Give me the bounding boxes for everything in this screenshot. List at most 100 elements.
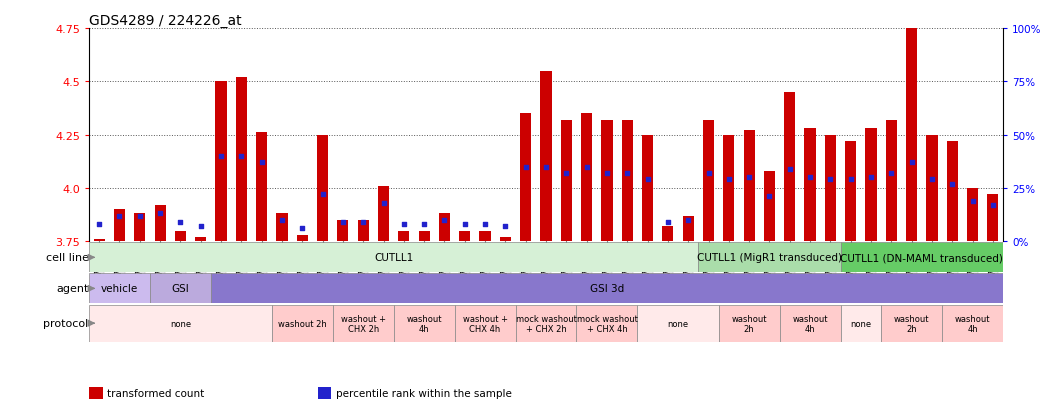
Bar: [638, 305, 718, 342]
Text: GSI 3d: GSI 3d: [589, 284, 624, 294]
Bar: [622, 120, 632, 242]
Text: none: none: [170, 319, 191, 328]
Text: washout +
CHX 4h: washout + CHX 4h: [463, 314, 508, 333]
Bar: [577, 305, 638, 342]
Point: [822, 177, 839, 183]
Text: GSI: GSI: [172, 284, 190, 294]
Bar: [780, 305, 841, 342]
Text: cell line: cell line: [46, 253, 89, 263]
Point: [863, 175, 879, 181]
Text: mock washout
+ CHX 2h: mock washout + CHX 2h: [515, 314, 577, 333]
Point: [842, 177, 859, 183]
Bar: [642, 135, 653, 242]
Point: [334, 219, 351, 226]
Bar: [114, 210, 125, 242]
Bar: [236, 78, 247, 242]
Bar: [155, 205, 165, 242]
Bar: [743, 131, 755, 242]
Point: [111, 213, 128, 219]
Point: [984, 202, 1001, 209]
Bar: [581, 114, 593, 242]
Point: [599, 170, 616, 177]
Bar: [333, 305, 394, 342]
Bar: [601, 120, 612, 242]
Bar: [987, 195, 999, 242]
Point: [781, 166, 798, 173]
Point: [152, 211, 169, 217]
Text: washout
4h: washout 4h: [955, 314, 990, 333]
Bar: [210, 274, 1003, 304]
Text: washout 2h: washout 2h: [277, 319, 327, 328]
Text: washout
4h: washout 4h: [793, 314, 828, 333]
Point: [416, 221, 432, 228]
Bar: [195, 237, 206, 242]
Bar: [946, 142, 958, 242]
Bar: [718, 305, 780, 342]
Text: none: none: [850, 319, 871, 328]
Bar: [663, 227, 673, 242]
Text: washout +
CHX 2h: washout + CHX 2h: [340, 314, 385, 333]
Point: [294, 225, 311, 232]
Point: [943, 181, 960, 188]
Bar: [216, 82, 226, 242]
Text: washout
2h: washout 2h: [732, 314, 766, 333]
Point: [497, 223, 514, 230]
Bar: [150, 274, 210, 304]
Text: CUTLL1 (DN-MAML transduced): CUTLL1 (DN-MAML transduced): [841, 253, 1003, 263]
Point: [883, 170, 899, 177]
Point: [740, 175, 757, 181]
Point: [213, 153, 229, 160]
Bar: [89, 387, 103, 399]
Point: [375, 200, 392, 206]
Bar: [866, 129, 876, 242]
Point: [232, 153, 249, 160]
Bar: [480, 231, 491, 242]
Bar: [841, 243, 1003, 273]
Bar: [378, 186, 389, 242]
Bar: [764, 171, 775, 242]
Point: [476, 221, 493, 228]
Point: [314, 192, 331, 198]
Bar: [272, 305, 333, 342]
Bar: [967, 188, 978, 242]
Point: [700, 170, 717, 177]
Point: [517, 164, 534, 171]
Point: [619, 170, 636, 177]
Point: [578, 164, 595, 171]
Point: [396, 221, 413, 228]
Bar: [540, 71, 552, 242]
Bar: [317, 387, 331, 399]
Point: [273, 217, 290, 224]
Bar: [439, 214, 450, 242]
Bar: [723, 135, 734, 242]
Bar: [520, 114, 531, 242]
Text: washout
4h: washout 4h: [406, 314, 442, 333]
Bar: [317, 135, 328, 242]
Point: [964, 198, 981, 204]
Point: [193, 223, 209, 230]
Bar: [394, 305, 454, 342]
Bar: [257, 133, 267, 242]
Point: [923, 177, 940, 183]
Text: GDS4289 / 224226_at: GDS4289 / 224226_at: [89, 14, 242, 28]
Bar: [841, 305, 882, 342]
Bar: [886, 120, 897, 242]
Bar: [698, 243, 841, 273]
Point: [131, 213, 149, 219]
Bar: [337, 221, 349, 242]
Text: agent: agent: [57, 284, 89, 294]
Text: transformed count: transformed count: [107, 388, 204, 398]
Bar: [927, 135, 937, 242]
Text: CUTLL1: CUTLL1: [374, 253, 414, 263]
Point: [639, 177, 655, 183]
Point: [660, 219, 676, 226]
Point: [558, 170, 575, 177]
Bar: [89, 274, 150, 304]
Bar: [93, 240, 105, 242]
Bar: [296, 235, 308, 242]
Bar: [175, 231, 186, 242]
Text: washout
2h: washout 2h: [894, 314, 930, 333]
Point: [172, 219, 188, 226]
Point: [720, 177, 737, 183]
Bar: [825, 135, 836, 242]
